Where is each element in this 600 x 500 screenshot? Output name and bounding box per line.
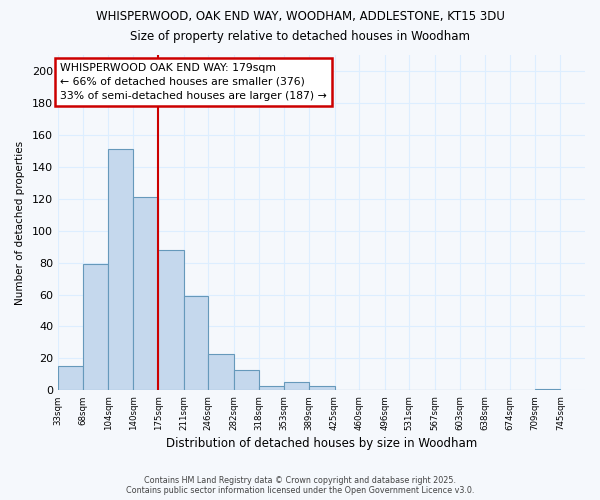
Text: WHISPERWOOD OAK END WAY: 179sqm
← 66% of detached houses are smaller (376)
33% o: WHISPERWOOD OAK END WAY: 179sqm ← 66% of…	[60, 63, 327, 101]
Y-axis label: Number of detached properties: Number of detached properties	[15, 140, 25, 304]
Bar	[158, 250, 184, 390]
X-axis label: Distribution of detached houses by size in Woodham: Distribution of detached houses by size …	[166, 437, 477, 450]
Bar	[108, 149, 133, 390]
Bar	[58, 366, 83, 390]
Bar	[259, 386, 284, 390]
Text: Contains HM Land Registry data © Crown copyright and database right 2025.
Contai: Contains HM Land Registry data © Crown c…	[126, 476, 474, 495]
Bar	[535, 388, 560, 390]
Text: Size of property relative to detached houses in Woodham: Size of property relative to detached ho…	[130, 30, 470, 43]
Bar	[233, 370, 259, 390]
Bar	[208, 354, 233, 391]
Bar	[133, 197, 158, 390]
Bar	[83, 264, 108, 390]
Bar	[184, 296, 208, 390]
Bar	[309, 386, 335, 390]
Text: WHISPERWOOD, OAK END WAY, WOODHAM, ADDLESTONE, KT15 3DU: WHISPERWOOD, OAK END WAY, WOODHAM, ADDLE…	[95, 10, 505, 23]
Bar	[284, 382, 309, 390]
